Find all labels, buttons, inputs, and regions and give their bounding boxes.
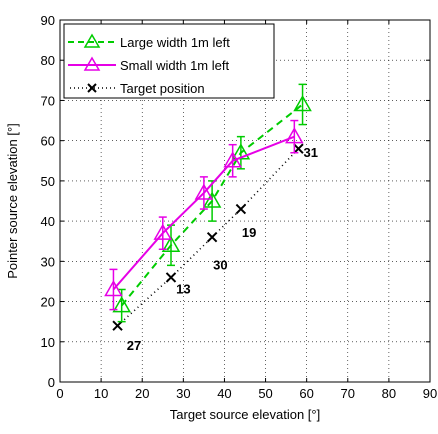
x-tick-label: 30	[176, 386, 190, 401]
series-small-width-1m-left	[104, 119, 304, 311]
annotation-label: 13	[176, 282, 190, 297]
y-tick-label: 70	[41, 93, 55, 108]
data-point-large-width-1m-left	[112, 296, 131, 313]
legend-box	[63, 23, 275, 99]
y-tick-label: 10	[41, 335, 55, 350]
legend-marker-large-width	[83, 33, 101, 48]
x-tick-label: 40	[217, 386, 231, 401]
x-tick-label: 70	[341, 386, 355, 401]
data-point-small-width-1m-left	[223, 151, 242, 168]
axis-ticks: 0 10 20 30 40 50 60 70 80 90 0 10 20 30 40 50 60 70 80 90	[41, 13, 438, 401]
y-tick-label: 80	[41, 53, 55, 68]
series-target-position	[112, 143, 304, 331]
legend: Large width 1m left Small width 1m left …	[63, 23, 275, 99]
x-tick-label: 90	[423, 386, 437, 401]
legend-label-target-position: Target position	[120, 81, 205, 96]
y-tick-label: 20	[41, 295, 55, 310]
plot-frame	[59, 19, 431, 383]
annotation-label: 27	[127, 338, 141, 353]
legend-marker-small-width	[83, 56, 101, 71]
y-tick-label: 60	[41, 134, 55, 149]
data-point-target-position	[112, 320, 123, 331]
data-point-target-position	[206, 231, 218, 243]
x-axis-label: Target source elevation [°]	[170, 407, 320, 422]
data-point-target-position	[293, 143, 304, 154]
legend-entry-target-position: Target position	[70, 81, 205, 96]
x-tick-label: 20	[135, 386, 149, 401]
annotation-label: 31	[304, 145, 318, 160]
data-point-small-width-1m-left	[285, 127, 304, 144]
data-point-target-position	[235, 203, 247, 215]
data-point-large-width-1m-left	[231, 143, 251, 160]
data-point-small-width-1m-left	[153, 223, 173, 240]
x-tick-label: 0	[56, 386, 63, 401]
legend-entry-large-width: Large width 1m left	[68, 33, 230, 50]
data-point-large-width-1m-left	[293, 94, 312, 112]
series-line-small-width-1m-left	[112, 135, 295, 291]
x-tick-label: 10	[94, 386, 108, 401]
y-tick-label: 40	[41, 214, 55, 229]
legend-entry-small-width: Small width 1m left	[68, 56, 229, 73]
annotations: 27 13 30 19 31	[127, 145, 318, 353]
data-point-small-width-1m-left	[194, 183, 214, 200]
annotation-label: 19	[242, 225, 256, 240]
x-tick-label: 50	[258, 386, 272, 401]
legend-label-large-width: Large width 1m left	[120, 35, 230, 50]
y-tick-label: 90	[41, 13, 55, 28]
series-large-width-1m-left	[112, 83, 312, 323]
series-line-target-position	[117, 148, 300, 327]
data-point-large-width-1m-left	[202, 191, 222, 208]
y-tick-label: 50	[41, 174, 55, 189]
y-tick-label: 30	[41, 254, 55, 269]
x-tick-label: 80	[382, 386, 396, 401]
y-tick-label: 0	[48, 375, 55, 390]
legend-label-small-width: Small width 1m left	[120, 58, 229, 73]
legend-marker-target-position	[87, 83, 97, 93]
x-tick-label: 60	[299, 386, 313, 401]
data-point-target-position	[165, 272, 177, 283]
series-layer	[104, 83, 312, 331]
y-axis-label: Pointer source elevation [°]	[5, 123, 20, 279]
data-point-large-width-1m-left	[161, 235, 181, 252]
annotation-label: 30	[213, 257, 227, 272]
data-point-small-width-1m-left	[104, 279, 123, 297]
